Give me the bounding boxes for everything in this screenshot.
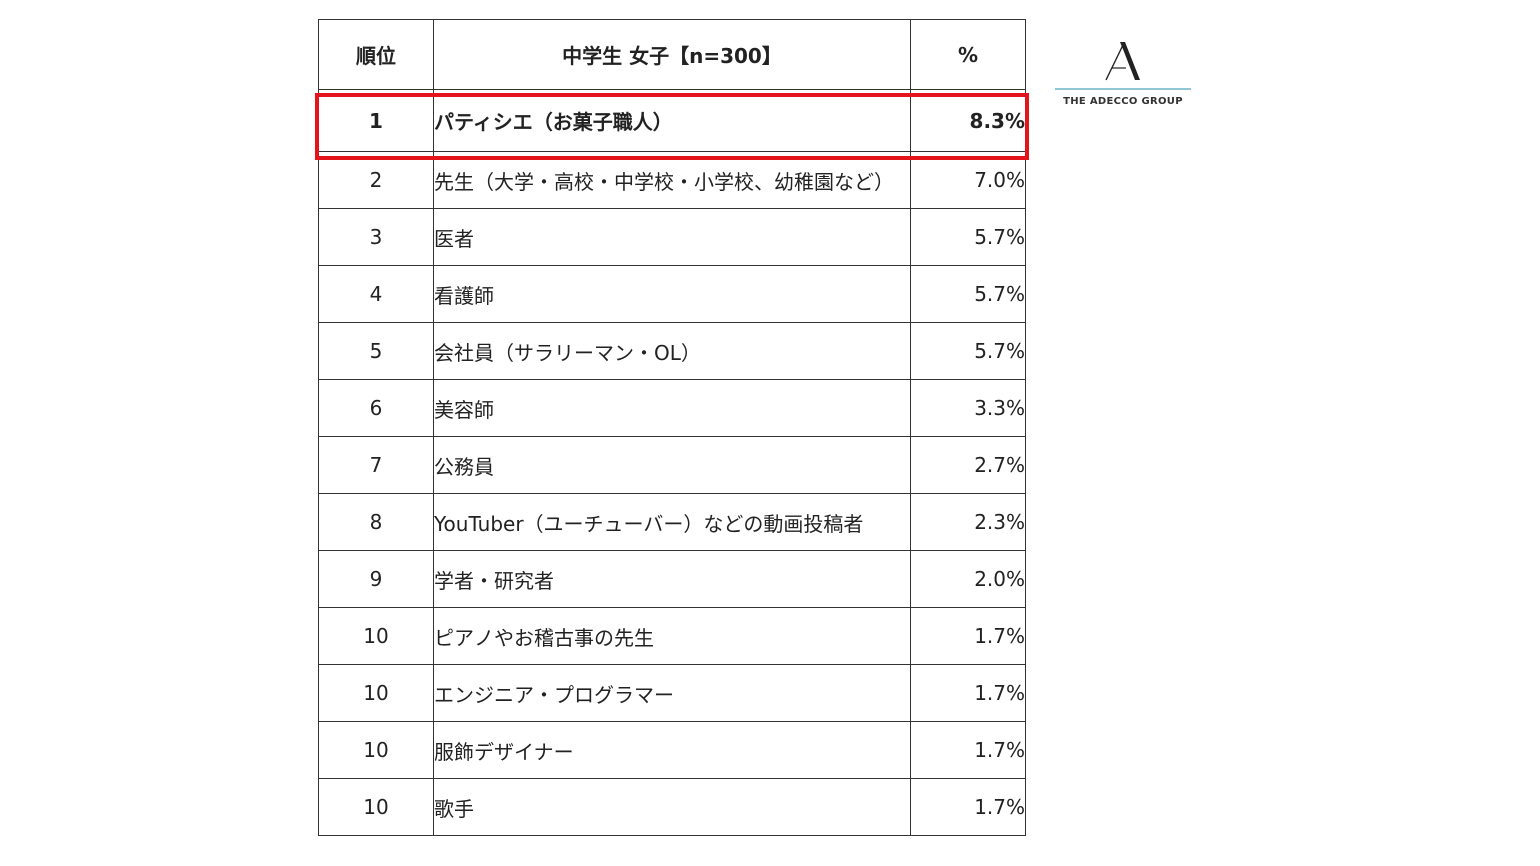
table-row: 10 服飾デザイナー 1.7% bbox=[318, 721, 1026, 779]
job-cell: 先生（大学・高校・中学校・小学校、幼稚園など） bbox=[433, 151, 911, 209]
rank-cell: 10 bbox=[318, 778, 434, 836]
percent-cell: 2.0% bbox=[910, 550, 1026, 608]
rank-cell: 4 bbox=[318, 265, 434, 323]
percent-cell: 8.3% bbox=[910, 89, 1026, 152]
logo-text: THE ADECCO GROUP bbox=[1063, 96, 1183, 107]
rank-cell: 6 bbox=[318, 379, 434, 437]
job-cell: 会社員（サラリーマン・OL） bbox=[433, 322, 911, 380]
adecco-logo: THE ADECCO GROUP bbox=[1055, 40, 1191, 110]
rank-cell: 10 bbox=[318, 607, 434, 665]
job-cell: 看護師 bbox=[433, 265, 911, 323]
table-header-row: 順位 中学生 女子【n=300】 % bbox=[318, 19, 1026, 90]
rank-cell: 10 bbox=[318, 721, 434, 779]
table-row: 1 パティシエ（お菓子職人） 8.3% bbox=[318, 89, 1026, 152]
adecco-a-logo-icon bbox=[1105, 42, 1140, 81]
percent-cell: 1.7% bbox=[910, 721, 1026, 779]
table-row: 2 先生（大学・高校・中学校・小学校、幼稚園など） 7.0% bbox=[318, 151, 1026, 209]
header-rank: 順位 bbox=[318, 19, 434, 90]
table-row: 6 美容師 3.3% bbox=[318, 379, 1026, 437]
rank-cell: 2 bbox=[318, 151, 434, 209]
job-cell: ピアノやお稽古事の先生 bbox=[433, 607, 911, 665]
percent-cell: 7.0% bbox=[910, 151, 1026, 209]
table-row: 4 看護師 5.7% bbox=[318, 265, 1026, 323]
job-cell: 医者 bbox=[433, 208, 911, 266]
header-title: 中学生 女子【n=300】 bbox=[433, 19, 911, 90]
percent-cell: 2.3% bbox=[910, 493, 1026, 551]
job-cell: エンジニア・プログラマー bbox=[433, 664, 911, 722]
percent-cell: 2.7% bbox=[910, 436, 1026, 494]
table-row: 8 YouTuber（ユーチューバー）などの動画投稿者 2.3% bbox=[318, 493, 1026, 551]
rank-cell: 7 bbox=[318, 436, 434, 494]
rank-cell: 10 bbox=[318, 664, 434, 722]
percent-cell: 5.7% bbox=[910, 208, 1026, 266]
rank-cell: 1 bbox=[318, 89, 434, 152]
logo-divider bbox=[1055, 88, 1191, 90]
percent-cell: 5.7% bbox=[910, 265, 1026, 323]
rank-cell: 8 bbox=[318, 493, 434, 551]
table-row: 10 歌手 1.7% bbox=[318, 778, 1026, 836]
job-cell: 学者・研究者 bbox=[433, 550, 911, 608]
job-cell: YouTuber（ユーチューバー）などの動画投稿者 bbox=[433, 493, 911, 551]
percent-cell: 1.7% bbox=[910, 664, 1026, 722]
percent-cell: 1.7% bbox=[910, 778, 1026, 836]
percent-cell: 3.3% bbox=[910, 379, 1026, 437]
table-row: 10 ピアノやお稽古事の先生 1.7% bbox=[318, 607, 1026, 665]
ranking-table: 順位 中学生 女子【n=300】 % 1 パティシエ（お菓子職人） 8.3% 2… bbox=[318, 19, 1026, 836]
table-row: 10 エンジニア・プログラマー 1.7% bbox=[318, 664, 1026, 722]
rank-cell: 3 bbox=[318, 208, 434, 266]
table-row: 3 医者 5.7% bbox=[318, 208, 1026, 266]
job-cell: パティシエ（お菓子職人） bbox=[433, 89, 911, 152]
rank-cell: 9 bbox=[318, 550, 434, 608]
job-cell: 美容師 bbox=[433, 379, 911, 437]
percent-cell: 5.7% bbox=[910, 322, 1026, 380]
rank-cell: 5 bbox=[318, 322, 434, 380]
table-row: 5 会社員（サラリーマン・OL） 5.7% bbox=[318, 322, 1026, 380]
job-cell: 歌手 bbox=[433, 778, 911, 836]
job-cell: 服飾デザイナー bbox=[433, 721, 911, 779]
header-percent: % bbox=[910, 19, 1026, 90]
percent-cell: 1.7% bbox=[910, 607, 1026, 665]
table-row: 9 学者・研究者 2.0% bbox=[318, 550, 1026, 608]
job-cell: 公務員 bbox=[433, 436, 911, 494]
table-row: 7 公務員 2.7% bbox=[318, 436, 1026, 494]
